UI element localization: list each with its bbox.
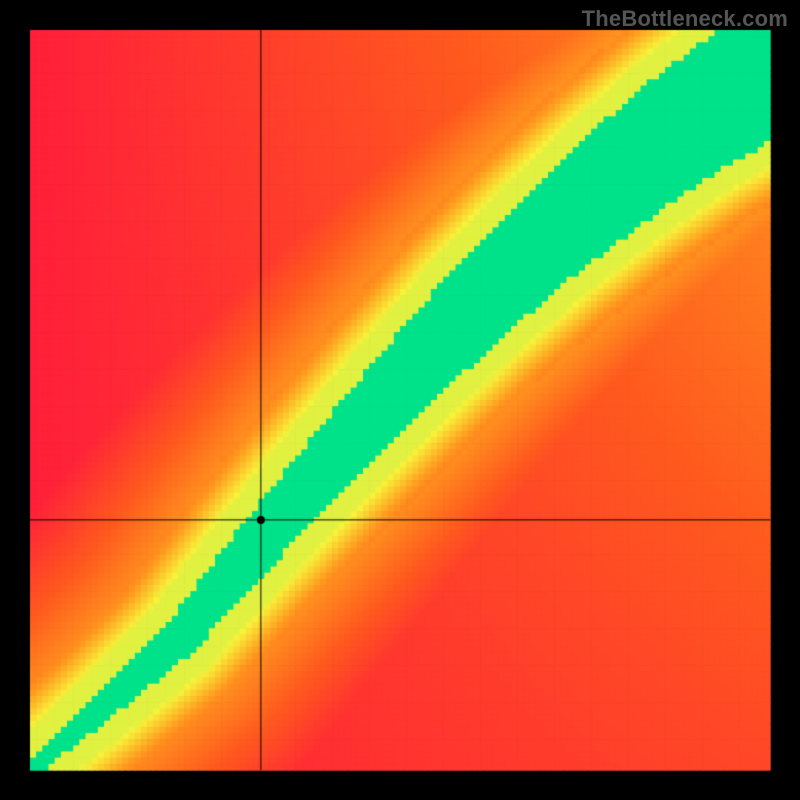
heatmap-canvas [0, 0, 800, 800]
watermark-text: TheBottleneck.com [582, 6, 788, 32]
chart-container: TheBottleneck.com [0, 0, 800, 800]
